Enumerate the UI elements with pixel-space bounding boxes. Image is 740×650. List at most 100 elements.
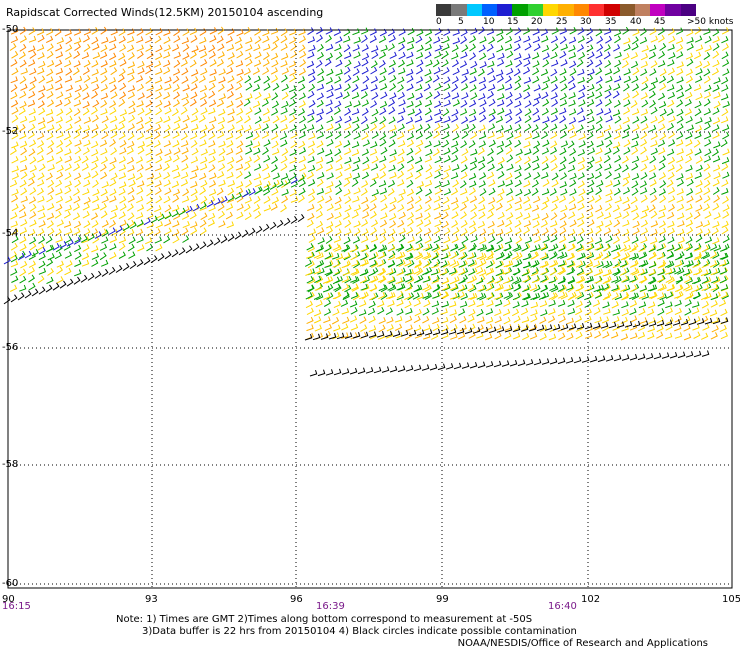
- wind-barb: [377, 268, 385, 276]
- wind-barb: [530, 284, 538, 292]
- scale-swatch: [527, 4, 544, 16]
- wind-barb: [136, 236, 144, 244]
- wind-barb: [317, 68, 325, 77]
- wind-barb: [236, 29, 244, 37]
- wind-barb: [412, 292, 420, 300]
- wind-barb: [145, 27, 153, 36]
- wind-barb: [476, 267, 484, 275]
- wind-barb: [560, 83, 568, 92]
- wind-barb: [343, 188, 351, 197]
- wind-barb: [424, 69, 432, 77]
- wind-barb: [92, 114, 99, 123]
- wind-barb: [425, 131, 433, 140]
- wind-barb: [387, 253, 396, 261]
- wind-barb: [647, 325, 656, 333]
- wind-barb: [37, 92, 45, 101]
- wind-barb: [290, 43, 297, 51]
- wind-barb: [118, 236, 127, 244]
- wind-barb: [622, 116, 630, 125]
- wind-barb: [557, 267, 565, 275]
- wind-barb: [55, 116, 63, 124]
- wind-barb: [155, 107, 163, 116]
- wind-barb: [451, 109, 459, 117]
- wind-barb: [434, 164, 442, 173]
- wind-barb: [558, 332, 566, 341]
- wind-barb: [218, 68, 226, 76]
- wind-barb: [172, 68, 181, 76]
- wind-barb: [559, 235, 567, 244]
- wind-barb: [523, 35, 531, 43]
- wind-barb: [667, 186, 676, 195]
- wind-barb: [389, 172, 397, 179]
- wind-barb: [638, 245, 646, 253]
- wind-barb: [164, 76, 172, 84]
- wind-barb: [568, 108, 577, 116]
- wind-barb: [684, 84, 692, 92]
- wind-barb: [496, 140, 505, 148]
- wind-barb: [685, 172, 694, 180]
- wind-barb: [557, 309, 566, 317]
- wind-barb: [620, 253, 628, 261]
- wind-barb: [10, 251, 17, 259]
- wind-barb: [431, 307, 439, 315]
- wind-barb: [442, 204, 451, 212]
- wind-barb: [506, 188, 514, 196]
- wind-barb: [623, 68, 631, 76]
- wind-barb: [326, 68, 334, 76]
- wind-barb: [217, 43, 225, 52]
- wind-barb: [550, 68, 558, 77]
- wind-barb: [368, 253, 377, 261]
- wind-barb: [289, 115, 296, 124]
- wind-barb: [332, 243, 340, 251]
- wind-barb: [557, 357, 566, 365]
- wind-barb: [110, 115, 118, 123]
- wind-barb: [388, 43, 395, 51]
- notes: Note: 1) Times are GMT 2)Times along bot…: [116, 614, 577, 638]
- wind-barb: [172, 44, 180, 52]
- lon-label: 99: [436, 594, 449, 605]
- wind-barb: [333, 107, 341, 115]
- wind-barb: [407, 259, 415, 268]
- wind-barb: [164, 107, 172, 115]
- wind-barb: [487, 250, 494, 259]
- wind-barb: [593, 260, 601, 268]
- wind-barb: [505, 203, 513, 212]
- wind-barb: [466, 252, 475, 260]
- wind-barb: [18, 204, 26, 213]
- wind-barb: [640, 68, 648, 77]
- wind-barb: [91, 90, 98, 99]
- wind-barb: [316, 188, 325, 195]
- wind-barb: [353, 36, 361, 44]
- wind-barb: [38, 212, 46, 220]
- wind-barb: [118, 211, 126, 220]
- wind-barb: [398, 211, 406, 220]
- wind-barb: [648, 268, 656, 276]
- wind-barb: [63, 221, 72, 228]
- wind-barb: [136, 28, 144, 36]
- wind-barb: [352, 195, 360, 203]
- wind-barb: [478, 196, 486, 205]
- wind-barb: [325, 149, 333, 157]
- wind-barb: [398, 67, 406, 75]
- wind-barb: [56, 260, 64, 268]
- wind-barb: [587, 179, 595, 188]
- wind-barb: [540, 309, 548, 317]
- wind-barb: [433, 235, 441, 244]
- wind-barb: [548, 292, 556, 300]
- wind-barb: [640, 52, 649, 61]
- wind-barb: [496, 284, 504, 291]
- wind-barb: [451, 220, 459, 228]
- scale-label: 10: [483, 17, 495, 27]
- wind-barb: [486, 43, 494, 52]
- wind-barb: [335, 171, 343, 180]
- wind-barb: [548, 308, 556, 316]
- scale-swatch: [481, 4, 498, 16]
- wind-barb: [406, 155, 415, 164]
- wind-barb: [46, 68, 54, 77]
- wind-barb: [632, 36, 639, 45]
- wind-barb: [45, 235, 53, 244]
- wind-barb: [613, 354, 622, 362]
- wind-barb: [323, 308, 332, 316]
- wind-barb: [220, 196, 228, 204]
- wind-barb: [478, 140, 486, 148]
